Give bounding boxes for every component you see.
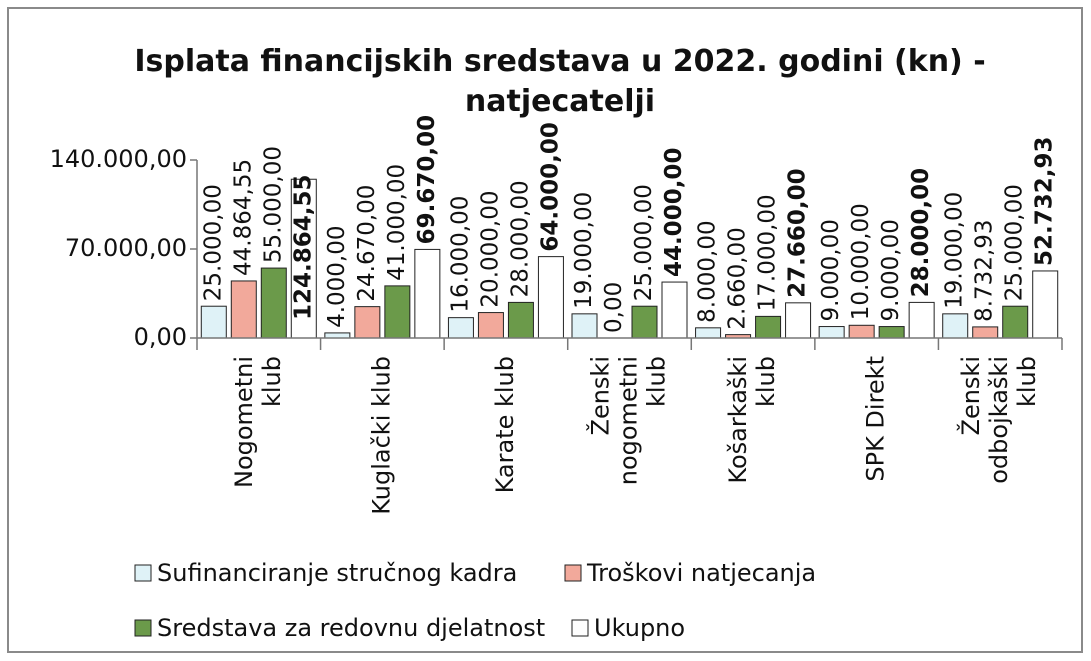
value-label: 52.732,93 [1032, 136, 1058, 266]
bar [818, 326, 845, 339]
value-label: 17.000,00 [755, 194, 781, 311]
x-tick-label: Ženskinogometniklub [586, 356, 671, 485]
y-tick-label: 140.000,00 [50, 145, 187, 173]
bar [1032, 270, 1059, 339]
bar [477, 312, 504, 339]
value-label: 25.000,00 [1002, 184, 1028, 301]
bar [447, 317, 474, 339]
value-label: 9.000,00 [878, 219, 904, 321]
bar [414, 248, 441, 339]
legend-swatch [564, 564, 582, 582]
value-label: 28.000,00 [908, 168, 934, 298]
bar [1002, 305, 1029, 339]
bar [785, 302, 812, 339]
bar [755, 315, 782, 339]
value-label: 69.670,00 [414, 115, 440, 245]
value-label: 20.000,00 [477, 191, 503, 308]
legend-swatch [134, 619, 152, 637]
value-label: 10.000,00 [848, 203, 874, 320]
bar [537, 256, 564, 339]
value-label: 19.000,00 [571, 192, 597, 309]
x-tick-label: Nogometniklub [230, 356, 286, 488]
value-label: 25.000,00 [631, 184, 657, 301]
value-label: 44.000,00 [661, 148, 687, 278]
bar [695, 327, 722, 339]
x-tick-label: Karate klub [491, 356, 519, 493]
legend-swatch [134, 564, 152, 582]
value-label: 4.000,00 [324, 225, 350, 327]
y-tick-label: 70.000,00 [65, 234, 187, 262]
value-label: 25.000,00 [200, 184, 226, 301]
bar [942, 313, 969, 339]
bar [290, 178, 317, 339]
value-label: 28.000,00 [507, 180, 533, 297]
value-label: 8.000,00 [695, 220, 721, 322]
bar [354, 306, 381, 339]
chart-title: Isplata financijskih sredstava u 2022. g… [134, 44, 985, 119]
bar [661, 281, 688, 339]
value-label: 16.000,00 [447, 196, 473, 313]
bar [878, 326, 905, 339]
value-label: 64.000,00 [537, 122, 563, 252]
bar [631, 305, 658, 339]
value-label: 27.660,00 [785, 168, 811, 298]
value-label: 124.864,55 [290, 174, 316, 320]
legend-label: Sufinanciranje stručnog kadra [157, 559, 517, 587]
bar [200, 305, 227, 339]
legend-swatch [571, 619, 589, 637]
bar [230, 280, 257, 339]
bar [324, 332, 351, 339]
x-tick-label: Košarkaškiklub [724, 356, 780, 484]
bar [571, 313, 598, 339]
bar [507, 301, 534, 339]
bar [972, 326, 999, 339]
legend-label: Troškovi natjecanja [586, 559, 816, 587]
bar [848, 324, 875, 339]
x-tick-label: Kuglački klub [367, 356, 395, 515]
x-tick-label: SPK Direkt [862, 356, 890, 482]
bar [384, 285, 411, 339]
y-tick-label: 0,00 [134, 323, 187, 351]
legend-label: Ukupno [594, 614, 685, 642]
value-label: 41.000,00 [384, 164, 410, 281]
bar [260, 267, 287, 339]
bar [908, 301, 935, 339]
value-label: 44.864,55 [230, 159, 256, 276]
value-label: 2.660,00 [725, 227, 751, 329]
value-label: 9.000,00 [818, 219, 844, 321]
value-label: 24.670,00 [354, 185, 380, 302]
value-label: 8.732,93 [972, 219, 998, 321]
value-label: 55.000,00 [260, 146, 286, 263]
value-label: 0,00 [601, 282, 627, 333]
value-label: 19.000,00 [942, 192, 968, 309]
x-tick-label: Ženskiodbojkaškiklub [956, 356, 1041, 484]
legend-label: Sredstava za redovnu djelatnost [157, 614, 545, 642]
